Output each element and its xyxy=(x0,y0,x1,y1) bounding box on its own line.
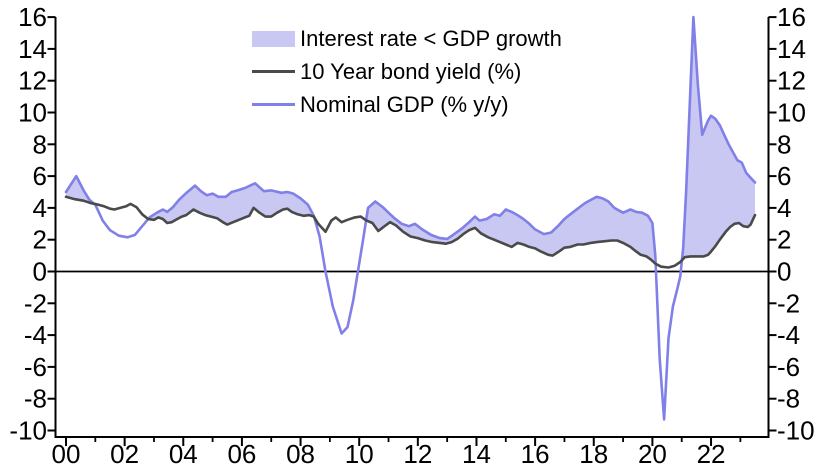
x-tick-label: 20 xyxy=(638,439,667,469)
x-tick-label: 04 xyxy=(169,439,198,469)
y-tick-label-left: 0 xyxy=(33,257,47,287)
x-tick-label: 14 xyxy=(462,439,491,469)
x-tick-label: 08 xyxy=(286,439,315,469)
x-tick-label: 00 xyxy=(52,439,81,469)
y-tick-label-left: -6 xyxy=(24,352,47,382)
y-tick-label-right: 14 xyxy=(777,34,806,64)
y-tick-label-left: -10 xyxy=(9,416,47,446)
y-tick-label-left: 14 xyxy=(18,34,47,64)
legend-label-shaded-area: Interest rate < GDP growth xyxy=(300,25,562,51)
bond-yield-line xyxy=(64,195,757,269)
legend-label-nominal-gdp: Nominal GDP (% y/y) xyxy=(300,91,509,117)
y-tick-label-right: -6 xyxy=(777,352,800,382)
y-tick-label-left: -4 xyxy=(24,320,47,350)
y-tick-label-left: -2 xyxy=(24,288,47,318)
y-tick-label-right: 16 xyxy=(777,2,806,32)
y-tick-label-left: 6 xyxy=(33,161,47,191)
shaded-area xyxy=(681,17,755,261)
y-tick-label-left: 4 xyxy=(33,193,47,223)
shaded-area xyxy=(148,183,315,225)
y-tick-label-left: 16 xyxy=(18,2,47,32)
y-tick-label-right: 0 xyxy=(777,257,791,287)
y-tick-label-right: -8 xyxy=(777,384,800,414)
shaded-area xyxy=(366,196,656,264)
line-sample-icon xyxy=(252,103,295,106)
y-tick-label-right: 10 xyxy=(777,98,806,128)
legend-item-shaded-area: Interest rate < GDP growth xyxy=(252,22,562,55)
legend-item-nominal-gdp: Nominal GDP (% y/y) xyxy=(252,88,562,121)
y-tick-label-right: 2 xyxy=(777,225,791,255)
x-tick-label: 12 xyxy=(403,439,432,469)
y-tick-label-left: 8 xyxy=(33,129,47,159)
y-tick-label-right: -2 xyxy=(777,288,800,318)
x-tick-label: 22 xyxy=(697,439,726,469)
x-tick-label: 02 xyxy=(110,439,139,469)
y-tick-label-right: -10 xyxy=(777,416,815,446)
area-swatch-icon xyxy=(252,30,295,47)
legend-label-bond-yield: 10 Year bond yield (%) xyxy=(300,58,522,84)
x-tick-label: 06 xyxy=(227,439,256,469)
y-tick-label-left: 10 xyxy=(18,98,47,128)
y-tick-label-right: 8 xyxy=(777,129,791,159)
y-tick-label-right: 6 xyxy=(777,161,791,191)
x-tick-label: 16 xyxy=(521,439,550,469)
line-sample-icon xyxy=(252,70,295,73)
x-tick-label: 18 xyxy=(579,439,608,469)
y-tick-label-right: -4 xyxy=(777,320,800,350)
x-tick-label: 10 xyxy=(345,439,374,469)
y-tick-label-right: 12 xyxy=(777,66,806,96)
y-tick-label-left: -8 xyxy=(24,384,47,414)
legend-item-bond-yield: 10 Year bond yield (%) xyxy=(252,55,562,88)
y-tick-label-left: 2 xyxy=(33,225,47,255)
nominal-gdp-line xyxy=(64,15,757,421)
chart-legend: Interest rate < GDP growth 10 Year bond … xyxy=(252,22,562,121)
y-tick-label-left: 12 xyxy=(18,66,47,96)
y-tick-label-right: 4 xyxy=(777,193,791,223)
